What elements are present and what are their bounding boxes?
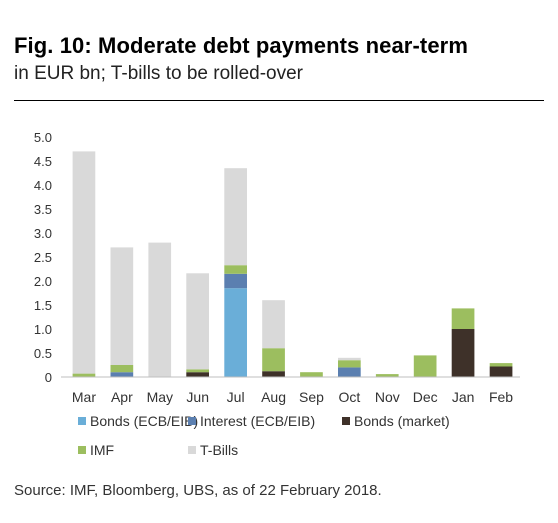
source-note: Source: IMF, Bloomberg, UBS, as of 22 Fe… [14, 482, 382, 499]
y-tick-label: 3.0 [34, 226, 52, 241]
x-tick-label: Sep [299, 389, 324, 405]
bar-segment-mar-4 [72, 151, 96, 374]
bar-segment-jul-1 [224, 273, 247, 289]
bar-segment-feb-2 [489, 366, 513, 377]
legend-label: Interest (ECB/EIB) [200, 413, 315, 429]
x-axis: Mar Apr May Jun Jul Aug Sep Oct Nov Dec Jan Feb [61, 376, 520, 405]
x-tick-label: Nov [375, 389, 400, 405]
legend-label: T-Bills [200, 442, 238, 458]
y-tick-label: 0.5 [34, 346, 52, 361]
bar-segment-aug-4 [262, 300, 285, 349]
bar-segment-oct-3 [338, 360, 361, 368]
legend-swatch [78, 446, 86, 454]
title-divider [14, 100, 544, 101]
x-tick-label: Dec [413, 389, 438, 405]
bar-segment-apr-3 [110, 365, 134, 373]
bar-segment-jul-4 [224, 168, 247, 266]
chart-title: Fig. 10: Moderate debt payments near-ter… [14, 33, 468, 58]
legend-swatch [188, 446, 196, 454]
bar-segment-jun-4 [186, 273, 209, 370]
bar-segment-feb-3 [489, 363, 513, 367]
x-tick-label: Apr [111, 389, 133, 405]
legend-swatch [188, 417, 196, 425]
bar-segment-jan-3 [451, 308, 475, 329]
legend: Bonds (ECB/EIB) Interest (ECB/EIB) Bonds (… [78, 413, 450, 458]
legend-swatch [78, 417, 86, 425]
stacked-bar-chart: 00.51.01.52.02.53.03.54.04.55.0 Mar Apr Ma… [34, 130, 520, 458]
bar-segment-sep-3 [300, 372, 323, 377]
y-tick-label: 1.5 [34, 298, 52, 313]
bar-segment-mar-3 [72, 373, 96, 377]
bar-segment-nov-3 [375, 374, 399, 377]
y-tick-label: 2.0 [34, 274, 52, 289]
x-tick-label: Jun [186, 389, 209, 405]
bar-segment-may-4 [148, 242, 172, 377]
x-tick-label: Jan [452, 389, 475, 405]
bar-segment-apr-4 [110, 247, 134, 365]
chart-subtitle: in EUR bn; T-bills to be rolled-over [14, 63, 303, 84]
legend-swatch [342, 417, 350, 425]
x-tick-label: Jul [227, 389, 245, 405]
y-tick-label: 1.0 [34, 322, 52, 337]
x-tick-label: Feb [489, 389, 513, 405]
bar-segment-oct-1 [338, 367, 361, 377]
y-tick-label: 4.0 [34, 178, 52, 193]
bar-segment-apr-1 [110, 372, 134, 377]
bar-segment-aug-2 [262, 371, 285, 377]
bar-segment-jun-2 [186, 372, 209, 377]
y-tick-label: 4.5 [34, 154, 52, 169]
y-tick-label: 3.5 [34, 202, 52, 217]
y-tick-label: 2.5 [34, 250, 52, 265]
bars [72, 151, 513, 377]
bar-segment-jun-3 [186, 369, 209, 373]
y-axis: 0 0.5 1.0 1.5 2.0 2.5 3.0 3.5 4.0 4.5 5.0 [34, 130, 52, 385]
bar-segment-aug-3 [262, 348, 285, 372]
bar-segment-jul-0 [224, 288, 247, 377]
y-tick-label: 0 [45, 370, 52, 385]
y-tick-label: 5.0 [34, 130, 52, 145]
x-tick-label: Oct [338, 389, 360, 405]
x-tick-label: Mar [72, 389, 96, 405]
legend-label: Bonds (market) [354, 413, 450, 429]
bar-segment-jul-3 [224, 265, 247, 274]
bar-segment-dec-3 [413, 355, 437, 377]
x-tick-label: Aug [261, 389, 286, 405]
legend-label: Bonds (ECB/EIB) [90, 413, 198, 429]
bar-segment-jan-2 [451, 329, 475, 377]
legend-label: IMF [90, 442, 114, 458]
x-tick-label: May [147, 389, 173, 405]
bar-segment-oct-4 [338, 357, 361, 361]
